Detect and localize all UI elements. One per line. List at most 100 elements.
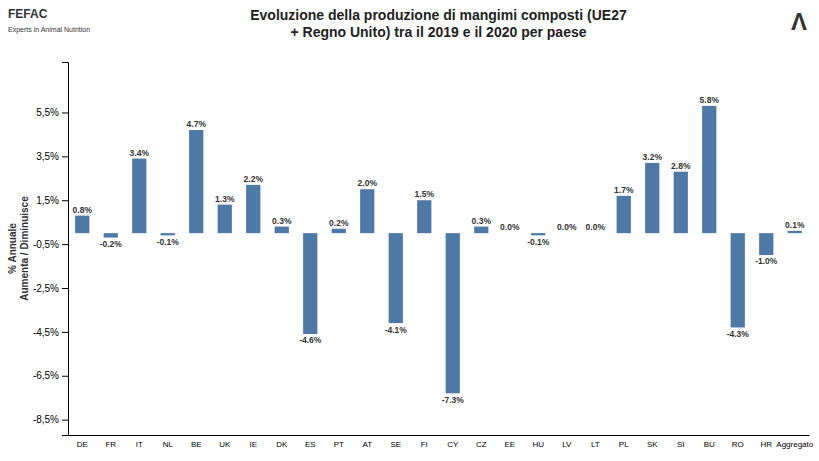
tick-label: BU — [704, 440, 715, 449]
tick-label: NL — [163, 440, 174, 449]
tick: 3,5% — [36, 151, 68, 162]
data-label: 0.1% — [785, 220, 805, 230]
data-label: 3.2% — [643, 152, 663, 162]
bar — [503, 233, 517, 234]
data-label: 3.4% — [130, 148, 150, 158]
tick-label: -6,5% — [33, 370, 59, 381]
tick-label: SE — [390, 440, 401, 449]
tick: PT — [334, 440, 344, 449]
tick: HR — [760, 440, 772, 449]
annotation: FEFAC — [8, 7, 48, 21]
tick: LV — [562, 440, 572, 449]
tick-label: LV — [562, 440, 572, 449]
bar — [275, 227, 289, 234]
data-label: -1.0% — [755, 256, 778, 266]
tick-label: -2,5% — [33, 283, 59, 294]
tick-mark — [62, 376, 68, 377]
bar — [645, 163, 659, 233]
bar — [731, 233, 745, 327]
bar — [104, 233, 118, 237]
tick: CZ — [476, 440, 487, 449]
tick-label: 5,5% — [36, 107, 59, 118]
tick-label: PT — [334, 440, 344, 449]
tick-label: HU — [532, 440, 544, 449]
tick: RO — [732, 440, 744, 449]
bar — [303, 233, 317, 334]
bar — [617, 196, 631, 233]
tick: 1,5% — [36, 195, 68, 206]
bar — [674, 172, 688, 233]
data-label: 0.3% — [472, 216, 492, 226]
bar — [75, 216, 89, 234]
data-label: 1.3% — [215, 194, 235, 204]
bar — [246, 185, 260, 233]
data-label: 2.2% — [244, 174, 264, 184]
tick: EE — [504, 440, 515, 449]
tick-label: UK — [219, 440, 231, 449]
bar — [531, 233, 545, 235]
data-label: -4.1% — [385, 325, 408, 335]
tick: -0,5% — [33, 239, 68, 250]
plot: -8,5%-6,5%-4,5%-2,5%-0,5%1,5%3,5%5,5%DEF… — [33, 63, 814, 449]
bar — [702, 106, 716, 233]
title: Evoluzione della produzione di mangimi c… — [250, 7, 627, 40]
tick: -2,5% — [33, 283, 68, 294]
tick-label: DE — [77, 440, 88, 449]
tick: 5,5% — [36, 107, 68, 118]
tick-label: CY — [447, 440, 459, 449]
tick: SI — [677, 440, 685, 449]
tick-mark — [62, 332, 68, 333]
tick-label: HR — [760, 440, 772, 449]
tick: LT — [591, 440, 600, 449]
bar — [389, 233, 403, 323]
data-label: 4.7% — [187, 119, 207, 129]
tick: IT — [136, 440, 143, 449]
tick: ES — [305, 440, 316, 449]
bar — [588, 233, 602, 234]
tick: HU — [532, 440, 544, 449]
tick-label: SK — [647, 440, 658, 449]
data-label: 0.0% — [500, 222, 520, 232]
tick: FR — [105, 440, 116, 449]
tick-label: IE — [249, 440, 257, 449]
tick-label: -0,5% — [33, 239, 59, 250]
tick-label: 1,5% — [36, 195, 59, 206]
tick-label: Aggregato — [776, 440, 813, 449]
tick-mark — [62, 200, 68, 201]
tick-mark — [62, 244, 68, 245]
data-label: -4.6% — [299, 335, 322, 345]
data-label: 2.8% — [671, 161, 691, 171]
tick: PL — [619, 440, 629, 449]
tick-label: RO — [732, 440, 744, 449]
tick-label: LT — [591, 440, 600, 449]
bar — [474, 227, 488, 234]
bar — [759, 233, 773, 255]
data-labels: 0.8%-0.2%3.4%-0.1%4.7%1.3%2.2%0.3%-4.6%0… — [73, 95, 805, 405]
tick-label: FI — [421, 440, 428, 449]
tick-mark — [62, 288, 68, 289]
bar — [161, 233, 175, 235]
tick: IE — [249, 440, 257, 449]
bar — [788, 231, 802, 233]
tick-label: DK — [276, 440, 288, 449]
bar — [560, 233, 574, 234]
bar — [360, 189, 374, 233]
data-label: 0.0% — [586, 222, 606, 232]
tick: Aggregato — [776, 440, 813, 449]
tick-mark — [62, 156, 68, 157]
data-label: -0.1% — [157, 237, 180, 247]
tick: FI — [421, 440, 428, 449]
data-label: 0.2% — [329, 218, 349, 228]
tick: NL — [163, 440, 174, 449]
axis-title: % AnnualeAumenta / Diminuisce — [7, 196, 30, 301]
bar — [132, 159, 146, 234]
tick-label: -4,5% — [33, 327, 59, 338]
data-label: -0.2% — [100, 239, 123, 249]
tick: SK — [647, 440, 658, 449]
tick: SE — [390, 440, 401, 449]
tick-label: BE — [191, 440, 202, 449]
x-axis: DE FR IT NL BE UK IE DK ES PT AT SE FI CY CZ EE HU LV LT PL… — [69, 436, 814, 449]
tick-mark — [62, 112, 68, 113]
tick-label: AT — [362, 440, 372, 449]
tick: CY — [447, 440, 459, 449]
